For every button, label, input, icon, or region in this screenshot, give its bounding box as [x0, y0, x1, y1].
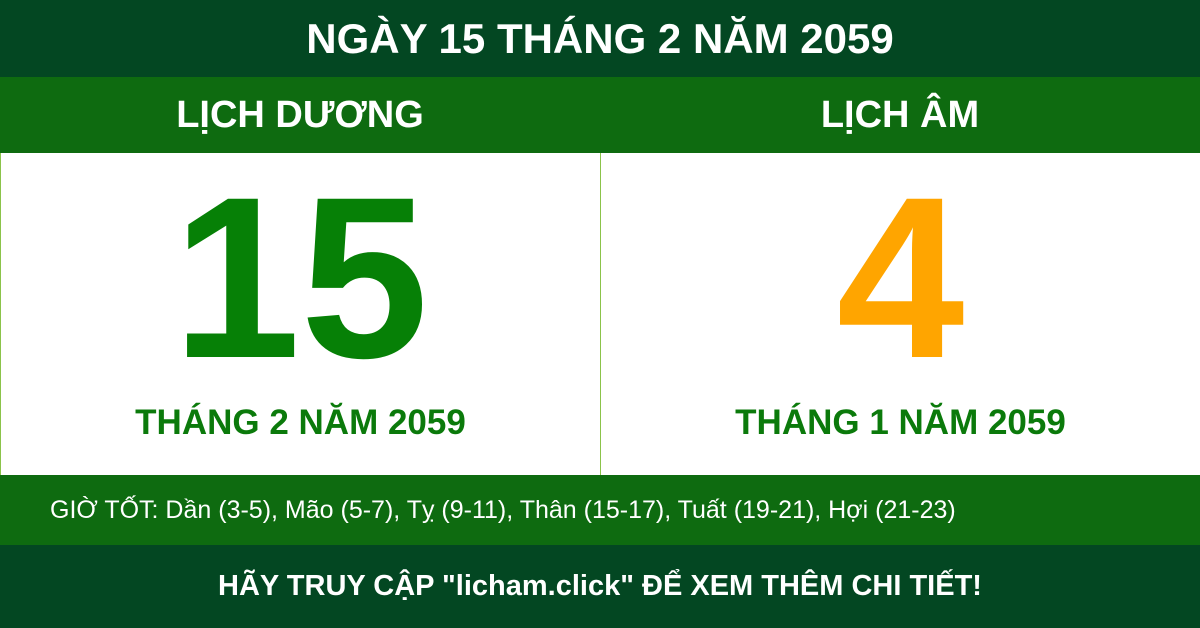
good-hours: GIỜ TỐT: Dần (3-5), Mão (5-7), Tỵ (9-11)… [0, 475, 1200, 545]
lunar-day: 4 [836, 153, 965, 406]
solar-header: LỊCH DƯƠNG [176, 94, 424, 136]
lunar-header: LỊCH ÂM [820, 94, 980, 136]
calendar-headers: LỊCH DƯƠNG LỊCH ÂM [0, 77, 1200, 153]
page-title: NGÀY 15 THÁNG 2 NĂM 2059 [0, 0, 1200, 77]
lunar-month-year: THÁNG 1 NĂM 2059 [735, 403, 1066, 442]
solar-day: 15 [172, 153, 429, 406]
footer-cta: HÃY TRUY CẬP "licham.click" ĐỂ XEM THÊM … [0, 545, 1200, 628]
solar-panel: 15 THÁNG 2 NĂM 2059 [0, 153, 600, 475]
solar-month-year: THÁNG 2 NĂM 2059 [135, 403, 466, 442]
lunar-panel: 4 THÁNG 1 NĂM 2059 [600, 153, 1200, 475]
